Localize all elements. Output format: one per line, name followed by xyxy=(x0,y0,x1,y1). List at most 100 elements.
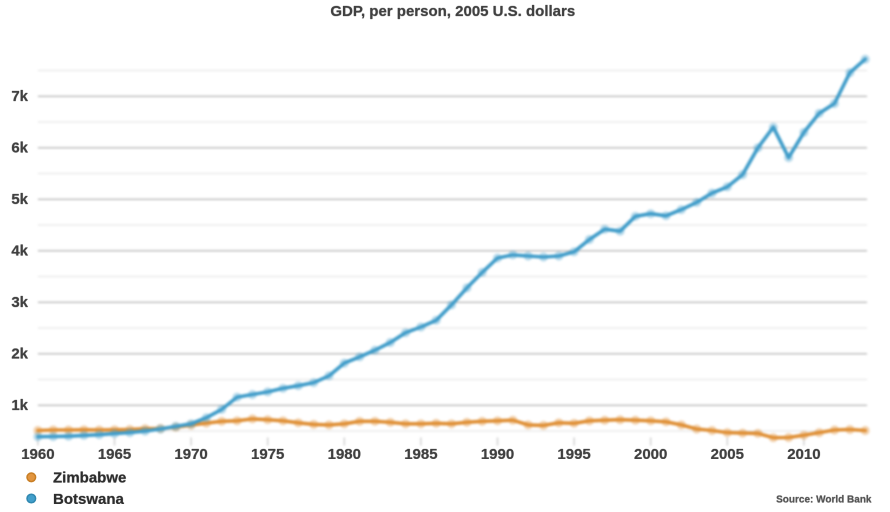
svg-text:1995: 1995 xyxy=(558,446,591,463)
svg-text:1975: 1975 xyxy=(251,446,284,463)
svg-text:GDP, per person, 2005 U.S. dol: GDP, per person, 2005 U.S. dollars xyxy=(330,3,575,20)
svg-text:2k: 2k xyxy=(11,345,28,362)
svg-text:6k: 6k xyxy=(12,140,29,157)
svg-text:Botswana: Botswana xyxy=(53,491,125,508)
svg-text:1985: 1985 xyxy=(404,446,437,463)
svg-text:1k: 1k xyxy=(12,397,29,414)
svg-text:6k: 6k xyxy=(11,140,28,157)
svg-text:4k: 4k xyxy=(12,243,29,260)
svg-text:GDP, per person, 2005 U.S. dol: GDP, per person, 2005 U.S. dollars xyxy=(330,3,575,20)
svg-text:3k: 3k xyxy=(12,294,29,311)
svg-text:Botswana: Botswana xyxy=(53,491,125,508)
svg-text:4k: 4k xyxy=(11,242,28,259)
svg-text:2k: 2k xyxy=(11,346,28,363)
svg-text:1970: 1970 xyxy=(174,446,207,463)
svg-text:1985: 1985 xyxy=(404,446,437,463)
svg-text:1990: 1990 xyxy=(481,446,514,463)
svg-text:4k: 4k xyxy=(11,243,28,260)
svg-text:7k: 7k xyxy=(11,88,28,105)
svg-text:2005: 2005 xyxy=(711,446,744,463)
svg-text:2005: 2005 xyxy=(711,446,744,463)
svg-text:1980: 1980 xyxy=(327,446,360,463)
svg-text:Source: World Bank: Source: World Bank xyxy=(776,494,872,505)
svg-text:4k: 4k xyxy=(11,243,28,260)
svg-text:2005: 2005 xyxy=(711,445,744,462)
svg-text:5k: 5k xyxy=(11,191,28,208)
svg-text:GDP, per person, 2005 U.S. dol: GDP, per person, 2005 U.S. dollars xyxy=(330,3,575,20)
svg-text:1960: 1960 xyxy=(21,445,54,462)
svg-text:1960: 1960 xyxy=(21,446,54,463)
svg-text:1k: 1k xyxy=(11,397,28,414)
svg-text:1970: 1970 xyxy=(175,446,208,463)
svg-text:5k: 5k xyxy=(11,191,28,208)
svg-text:1985: 1985 xyxy=(404,445,437,462)
svg-text:1970: 1970 xyxy=(174,445,207,462)
svg-text:1k: 1k xyxy=(11,397,28,414)
svg-text:1985: 1985 xyxy=(405,446,438,463)
svg-text:1990: 1990 xyxy=(481,446,514,463)
svg-text:3k: 3k xyxy=(11,294,28,311)
svg-text:1990: 1990 xyxy=(481,445,514,462)
svg-text:Source: World Bank: Source: World Bank xyxy=(776,495,872,506)
svg-text:1980: 1980 xyxy=(328,446,361,463)
svg-text:Botswana: Botswana xyxy=(53,491,125,508)
svg-text:2k: 2k xyxy=(11,346,28,363)
svg-text:1k: 1k xyxy=(11,397,28,414)
svg-text:3k: 3k xyxy=(11,294,28,311)
svg-text:2005: 2005 xyxy=(710,446,743,463)
svg-text:2000: 2000 xyxy=(634,446,667,463)
svg-text:Botswana: Botswana xyxy=(53,491,125,508)
svg-text:2000: 2000 xyxy=(634,446,667,463)
svg-text:1995: 1995 xyxy=(557,445,590,462)
svg-text:1995: 1995 xyxy=(557,446,590,463)
svg-text:2000: 2000 xyxy=(634,446,667,463)
svg-text:1990: 1990 xyxy=(480,446,513,463)
svg-text:1980: 1980 xyxy=(328,446,361,463)
svg-text:1970: 1970 xyxy=(174,446,207,463)
svg-text:1965: 1965 xyxy=(98,446,131,463)
svg-text:7k: 7k xyxy=(11,88,28,105)
svg-text:3k: 3k xyxy=(11,294,28,311)
svg-text:Botswana: Botswana xyxy=(53,490,125,507)
svg-text:1990: 1990 xyxy=(481,446,514,463)
svg-text:Zimbabwe: Zimbabwe xyxy=(53,470,126,487)
svg-text:3k: 3k xyxy=(11,294,28,311)
svg-text:Zimbabwe: Zimbabwe xyxy=(53,470,126,487)
svg-text:1975: 1975 xyxy=(251,446,284,463)
svg-text:1k: 1k xyxy=(11,397,28,414)
svg-text:6k: 6k xyxy=(11,140,28,157)
svg-text:6k: 6k xyxy=(11,139,28,156)
svg-text:2005: 2005 xyxy=(711,446,744,463)
svg-text:1965: 1965 xyxy=(98,446,131,463)
svg-text:5k: 5k xyxy=(11,191,28,208)
svg-text:1975: 1975 xyxy=(251,446,284,463)
svg-text:2010: 2010 xyxy=(787,446,820,463)
svg-text:4k: 4k xyxy=(11,243,28,260)
svg-text:6k: 6k xyxy=(11,140,28,157)
svg-text:1960: 1960 xyxy=(21,446,54,463)
svg-text:2k: 2k xyxy=(12,346,29,363)
svg-text:5k: 5k xyxy=(11,191,28,208)
svg-text:Source: World Bank: Source: World Bank xyxy=(776,495,872,506)
svg-text:GDP, per person, 2005 U.S. dol: GDP, per person, 2005 U.S. dollars xyxy=(330,3,575,20)
svg-text:2010: 2010 xyxy=(787,445,820,462)
svg-text:1960: 1960 xyxy=(21,446,54,463)
svg-text:7k: 7k xyxy=(11,88,28,105)
svg-text:7k: 7k xyxy=(12,88,29,105)
svg-text:2010: 2010 xyxy=(787,446,820,463)
svg-text:5k: 5k xyxy=(12,191,29,208)
svg-text:2000: 2000 xyxy=(634,446,667,463)
svg-text:1975: 1975 xyxy=(251,445,284,462)
svg-text:Zimbabwe: Zimbabwe xyxy=(53,469,126,486)
svg-text:Zimbabwe: Zimbabwe xyxy=(53,470,126,487)
svg-text:1965: 1965 xyxy=(97,446,130,463)
svg-text:2k: 2k xyxy=(11,346,28,363)
svg-text:1960: 1960 xyxy=(22,446,55,463)
svg-text:7k: 7k xyxy=(11,88,28,105)
svg-text:1975: 1975 xyxy=(251,446,284,463)
svg-text:Zimbabwe: Zimbabwe xyxy=(53,470,126,487)
svg-text:1995: 1995 xyxy=(557,446,590,463)
svg-text:GDP, per person, 2005 U.S. dol: GDP, per person, 2005 U.S. dollars xyxy=(331,3,576,20)
svg-text:1985: 1985 xyxy=(404,446,437,463)
svg-text:1970: 1970 xyxy=(174,446,207,463)
